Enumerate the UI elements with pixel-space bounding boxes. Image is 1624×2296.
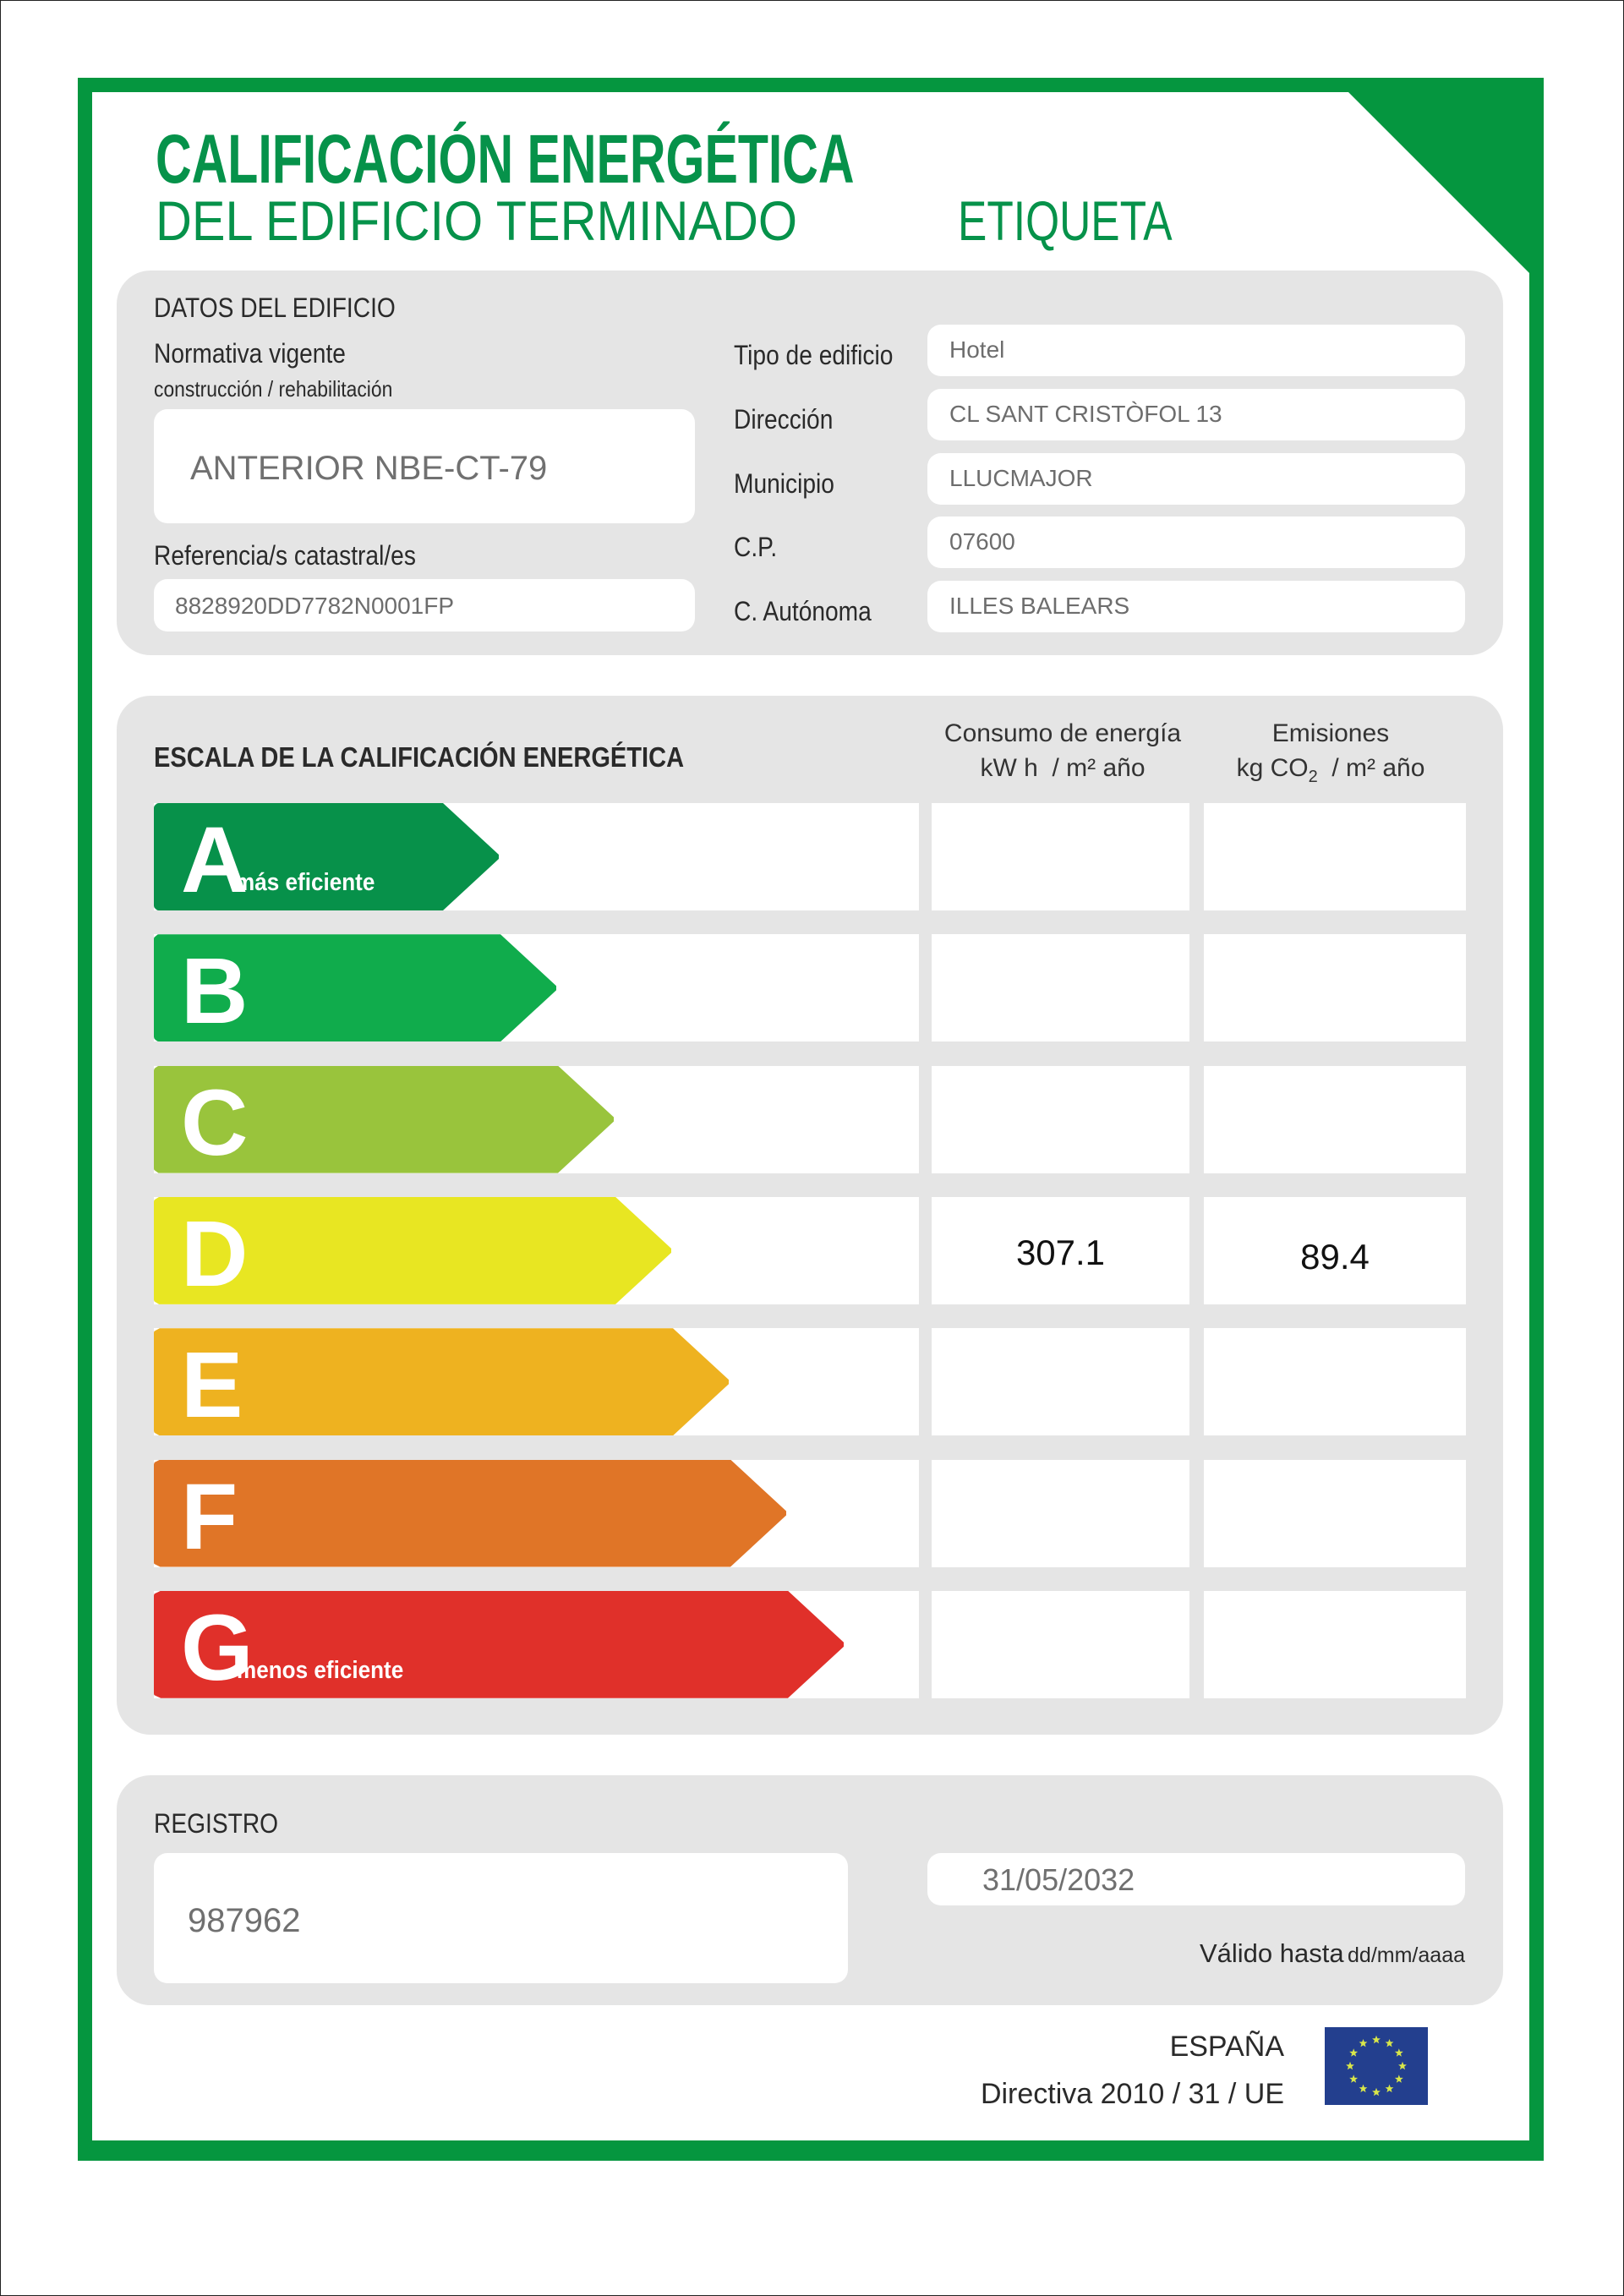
eu-star-icon	[1346, 2061, 1354, 2070]
registry-number-box: 987962	[154, 1853, 848, 1983]
emissions-unit-suffix: / m² año	[1317, 753, 1425, 782]
field-box: CL SANT CRISTÒFOL 13	[927, 389, 1465, 440]
energy-header: Consumo de energía kW h / m² año	[923, 717, 1202, 785]
emissions-cell	[1204, 1328, 1466, 1436]
energy-header-label: Consumo de energía	[943, 719, 1182, 747]
rating-arrow: A más eficiente	[154, 803, 499, 910]
energy-cell	[932, 1065, 1189, 1173]
rating-row-b: B	[154, 934, 1466, 1042]
emissions-header: Emisiones kg CO2 / m² año	[1195, 717, 1466, 789]
valid-until-format: dd/mm/aaaa	[1348, 1943, 1465, 1967]
field-box: LLUCMAJOR	[927, 453, 1465, 505]
field-value: CL SANT CRISTÒFOL 13	[949, 401, 1222, 427]
rating-arrow: E	[154, 1328, 729, 1435]
energy-cell	[932, 803, 1189, 910]
energy-cell	[932, 1459, 1189, 1567]
emissions-header-label: Emisiones	[1271, 719, 1390, 747]
eu-flag-icon	[1325, 2027, 1428, 2105]
rating-letter: B	[181, 939, 249, 1044]
field-value: LLUCMAJOR	[949, 465, 1093, 491]
energy-value: 307.1	[1015, 1232, 1106, 1272]
energy-cell	[932, 934, 1189, 1042]
field-label: C. Autónoma	[734, 596, 872, 626]
regulation-label: Normativa vigente	[154, 338, 346, 369]
rating-letter: E	[181, 1333, 243, 1438]
rating-caption: menos eficiente	[237, 1656, 404, 1684]
regulation-sublabel: construcción / rehabilitación	[154, 376, 393, 402]
field-label: Dirección	[734, 404, 834, 435]
field-value: ILLES BALEARS	[949, 593, 1130, 619]
cadastral-box: 8828920DD7782N0001FP	[154, 579, 695, 631]
eu-star-icon	[1349, 2075, 1359, 2083]
eu-star-icon	[1385, 2039, 1394, 2047]
energy-unit: kW h / m² año	[980, 753, 1146, 782]
rating-row-e: E	[154, 1328, 1466, 1436]
emissions-cell	[1204, 1590, 1466, 1698]
emissions-cell: 89.4	[1204, 1196, 1466, 1304]
cadastral-value: 8828920DD7782N0001FP	[175, 593, 455, 619]
rating-letter: A	[181, 808, 249, 912]
field-label: Tipo de edificio	[734, 340, 894, 370]
emissions-cell	[1204, 1065, 1466, 1173]
registry-section-title: REGISTRO	[154, 1808, 279, 1839]
emissions-cell	[1204, 803, 1466, 910]
emissions-unit-prefix: kg CO	[1236, 753, 1309, 782]
rating-letter: F	[181, 1464, 238, 1569]
emissions-value: 89.4	[1300, 1236, 1370, 1276]
rating-row-g: G menos eficiente	[154, 1590, 1466, 1698]
eu-star-icon	[1349, 2048, 1359, 2057]
title-line-1: CALIFICACIÓN ENERGÉTICA	[156, 121, 855, 198]
field-box: 07600	[927, 517, 1465, 568]
energy-cell	[932, 1590, 1189, 1698]
rating-row-f: F	[154, 1459, 1466, 1567]
rating-letter: G	[181, 1595, 254, 1700]
eu-star-icon	[1394, 2048, 1403, 2057]
field-value: 07600	[949, 528, 1015, 555]
rating-row-a: A más eficiente	[154, 803, 1466, 910]
rating-arrow: B	[154, 934, 556, 1041]
building-section-title: DATOS DEL EDIFICIO	[154, 292, 396, 323]
eu-star-icon	[1359, 2084, 1368, 2093]
energy-cell: 307.1	[932, 1196, 1189, 1304]
regulation-box: ANTERIOR NBE-CT-79	[154, 409, 695, 523]
valid-until-label: Válido hasta	[1199, 1938, 1344, 1968]
rating-arrow: F	[154, 1460, 786, 1567]
rating-letter: C	[181, 1070, 249, 1175]
valid-until-caption: Válido hasta dd/mm/aaaa	[1200, 1938, 1465, 1969]
energy-cell	[932, 1328, 1189, 1436]
title-line-2: DEL EDIFICIO TERMINADO	[156, 189, 798, 252]
eu-star-icon	[1385, 2084, 1394, 2093]
eu-star-icon	[1372, 2035, 1381, 2044]
rating-arrow: C	[154, 1066, 614, 1173]
rating-row-c: C	[154, 1065, 1466, 1173]
rating-arrow: D	[154, 1197, 671, 1304]
emissions-cell	[1204, 1459, 1466, 1567]
field-box: ILLES BALEARS	[927, 581, 1465, 632]
cadastral-label: Referencia/s catastral/es	[154, 540, 416, 571]
emissions-cell	[1204, 934, 1466, 1042]
registry-number: 987962	[188, 1902, 301, 1939]
field-box: Hotel	[927, 325, 1465, 376]
field-label: C.P.	[734, 532, 778, 562]
regulation-value: ANTERIOR NBE-CT-79	[190, 450, 548, 487]
valid-until-box: 31/05/2032	[927, 1853, 1465, 1905]
rating-row-d: D 307.1 89.4	[154, 1196, 1466, 1304]
eu-star-icon	[1398, 2061, 1407, 2070]
valid-until-value: 31/05/2032	[982, 1862, 1135, 1897]
directive-label: Directiva 2010 / 31 / UE	[980, 2078, 1284, 2110]
country-label: ESPAÑA	[1169, 2031, 1284, 2063]
eu-star-icon	[1372, 2087, 1381, 2096]
eu-star-icon	[1359, 2039, 1368, 2047]
emissions-unit: kg CO2 / m² año	[1195, 752, 1466, 789]
rating-caption: más eficiente	[235, 869, 375, 896]
scale-section-title: ESCALA DE LA CALIFICACIÓN ENERGÉTICA	[154, 741, 685, 773]
eu-star-icon	[1394, 2075, 1403, 2083]
rating-arrow: G menos eficiente	[154, 1591, 844, 1698]
rating-letter: D	[181, 1201, 249, 1306]
field-label: Municipio	[734, 468, 834, 499]
emissions-unit-sub: 2	[1308, 767, 1318, 786]
label-type: ETIQUETA	[958, 189, 1173, 252]
field-value: Hotel	[949, 336, 1005, 363]
